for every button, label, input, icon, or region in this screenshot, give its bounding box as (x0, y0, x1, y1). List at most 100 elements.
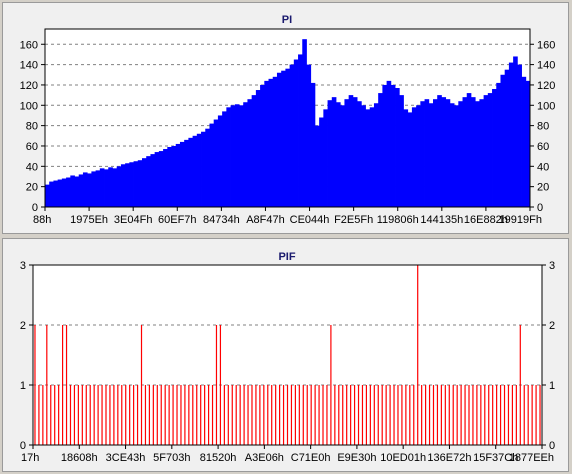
pif-xtick-label: 81520h (200, 452, 237, 464)
pi-bar (163, 149, 168, 207)
pif-xtick-label: 3CE43h (106, 452, 146, 464)
pi-bar (302, 39, 307, 207)
pi-bar (513, 56, 518, 207)
pi-ytick-label-right: 40 (537, 161, 549, 173)
pi-bar (525, 80, 531, 207)
pi-bar (310, 82, 316, 207)
pi-bar (158, 151, 164, 207)
pi-ytick-label-right: 0 (537, 202, 543, 214)
pi-bar (378, 93, 383, 207)
pif-ytick-label-left: 3 (20, 260, 26, 272)
pi-bar (184, 139, 189, 207)
pi-bar (293, 59, 299, 208)
pi-ytick-label-right: 80 (537, 121, 549, 133)
pi-bar (508, 62, 514, 207)
pi-bar (209, 123, 215, 207)
pi-ytick-label-right: 60 (537, 141, 549, 153)
pi-bar (365, 109, 371, 207)
pi-bar (369, 107, 375, 207)
pi-bar (462, 97, 468, 207)
pif-xtick-label: 18608h (61, 452, 98, 464)
pi-bar (319, 117, 324, 207)
pi-bar (129, 162, 134, 207)
pi-bar (104, 169, 109, 207)
pi-plot-frame (44, 28, 531, 208)
pi-bar (57, 179, 63, 207)
pif-panel: PIF 0 0 1 1 2 2 3 3 17h 18608h 3CE43h 5F703h 81520h A… (2, 238, 569, 472)
pi-bar (251, 95, 257, 207)
pif-xtick-label: E9E30h (337, 452, 376, 464)
pi-xtick-label: 1975Eh (70, 214, 108, 226)
pi-ytick-label-right: 20 (537, 182, 549, 194)
pi-ytick-label-left: 0 (32, 202, 38, 214)
pi-bar (475, 101, 480, 207)
pi-bar (226, 107, 231, 207)
pi-xtick-label: 19919Fh (499, 214, 542, 226)
pi-bar (314, 125, 320, 207)
pi-xtick-label: 119806h (377, 214, 419, 226)
pi-title: PI (282, 14, 292, 26)
pi-bar (53, 180, 59, 207)
pif-ytick-label-right: 3 (549, 260, 555, 272)
pi-bar (504, 69, 510, 207)
pi-bar (496, 82, 501, 207)
pif-xtick-label: 136E72h (427, 452, 471, 464)
pi-bar (133, 161, 139, 207)
pi-bar (179, 141, 185, 207)
pi-bar (268, 78, 274, 207)
pi-bar (213, 119, 219, 207)
pi-bar (49, 181, 54, 207)
pi-bar (201, 131, 206, 207)
pif-title: PIF (278, 251, 295, 263)
pi-ytick-label-right: 160 (537, 39, 555, 51)
pi-xtick-label: 16E882h (464, 214, 508, 226)
pi-bar (66, 177, 71, 207)
pi-bar (424, 99, 430, 207)
pi-bar (146, 156, 151, 207)
pi-bar (517, 64, 522, 207)
pi-bar (125, 163, 130, 207)
pi-bar (171, 145, 177, 207)
pi-bar (87, 173, 92, 207)
pi-bar (399, 95, 404, 207)
pi-panel: PI 0 0 20 20 40 40 60 60 80 80 100 100 120 120 140 140 1… (2, 2, 569, 234)
pi-bar (479, 99, 485, 207)
pi-ytick-label-left: 20 (26, 182, 38, 194)
pif-xtick-label: A3E06h (245, 452, 284, 464)
pi-bar (281, 70, 286, 208)
pi-bar (142, 158, 147, 207)
pi-bar (492, 89, 497, 207)
pi-bar (61, 178, 67, 207)
pi-bar (230, 105, 236, 207)
pi-bar (327, 100, 333, 207)
pi-xtick-label: 144135h (420, 214, 463, 226)
pi-bar (390, 84, 396, 207)
pi-bar (260, 84, 265, 207)
pi-ytick-label-left: 80 (26, 121, 38, 133)
pif-xtick-label: 17h (21, 452, 39, 464)
pi-bar (382, 84, 388, 207)
pif-ytick-label-right: 0 (549, 440, 555, 452)
pi-bar (264, 80, 269, 207)
pi-bar (445, 99, 451, 207)
pif-ytick-label-right: 1 (549, 380, 555, 392)
pi-bar (154, 152, 160, 207)
pi-xtick-label: 60EF7h (158, 214, 197, 226)
pif-plot-frame (32, 264, 543, 446)
pif-ytick-label-right: 2 (549, 320, 555, 332)
pi-ytick-label-left: 160 (20, 39, 38, 51)
pi-bar (352, 97, 358, 207)
pi-bar (70, 175, 75, 207)
pi-bar (487, 93, 493, 207)
pi-bar (45, 184, 50, 207)
pi-xtick-label: 84734h (203, 214, 240, 226)
pi-bar (407, 112, 413, 207)
pi-bar (243, 102, 248, 207)
pi-bar (82, 172, 88, 207)
pif-xtick-label: 15F37Ch (473, 452, 518, 464)
pi-bar (373, 103, 379, 207)
pi-bar (500, 74, 506, 208)
pi-bar (272, 76, 278, 207)
pi-bar (222, 111, 227, 207)
pi-bar (411, 107, 417, 207)
